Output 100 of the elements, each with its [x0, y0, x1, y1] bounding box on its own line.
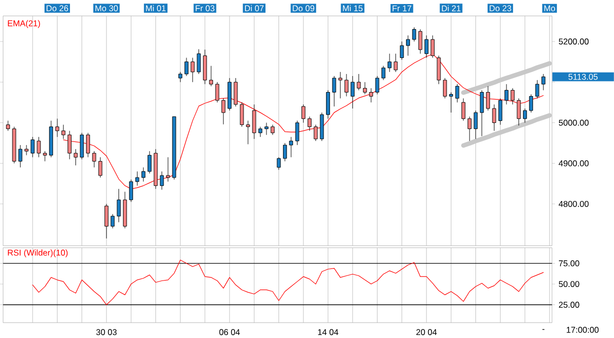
candlestick [295, 120, 300, 146]
y-tick-label: 5200.00 [558, 38, 589, 44]
candlestick [252, 104, 256, 140]
candlestick [468, 116, 472, 142]
x-tick-label: Do 09 [292, 5, 314, 12]
candlestick [234, 78, 238, 107]
candlestick [129, 179, 134, 202]
candlestick [166, 156, 170, 182]
candlestick [116, 188, 121, 222]
candlestick [394, 53, 398, 72]
candlestick [264, 122, 268, 135]
candlestick [61, 124, 66, 140]
x-tick-label: Fr 03 [196, 5, 214, 12]
candlestick [215, 82, 220, 102]
text: RSI (Wilder)(10) [8, 249, 68, 258]
candlestick [541, 74, 546, 90]
y-tick-label: 5000.00 [558, 120, 589, 126]
candlestick [246, 120, 250, 144]
x-tick-label: Mo [544, 5, 556, 12]
candlestick [424, 34, 428, 58]
candlestick [68, 130, 72, 160]
candlestick [350, 76, 355, 109]
candlestick [42, 150, 47, 162]
candlestick [221, 98, 226, 124]
x-tick-label: Di 21 [442, 4, 461, 12]
candlestick [381, 65, 386, 80]
candlestick [104, 203, 108, 238]
candlestick [406, 34, 410, 56]
candlestick [436, 55, 441, 84]
candlestick [492, 104, 496, 131]
candlestick [289, 136, 294, 158]
candlestick [516, 98, 521, 126]
y-tick-label: 4900.00 [558, 160, 589, 166]
y-tick-label: 75.00 [558, 260, 580, 266]
candlestick [308, 116, 312, 131]
candlestick [160, 170, 164, 190]
candlestick [356, 74, 361, 90]
candlestick [6, 120, 10, 131]
candlestick [110, 214, 115, 228]
candlestick [344, 74, 348, 96]
candlestick [282, 142, 287, 162]
candlestick [412, 26, 416, 42]
candlestick [474, 110, 478, 140]
candlestick [135, 170, 140, 186]
candlestick [24, 144, 28, 156]
candlestick [430, 34, 435, 58]
candlestick [258, 126, 262, 137]
candlestick [240, 102, 244, 127]
candlestick [55, 118, 60, 137]
x-tick-label: 30 03 [96, 328, 117, 335]
candlestick [301, 104, 306, 123]
candlestick [338, 72, 342, 98]
y-tick-label: 50.00 [558, 280, 580, 287]
candlestick [270, 124, 275, 135]
candlestick [98, 156, 102, 178]
candlestick [190, 57, 195, 82]
candlestick [504, 84, 508, 104]
candlestick [74, 148, 78, 166]
x-tick-label: Di 07 [245, 4, 264, 12]
candlestick [80, 132, 84, 160]
x-tick-label: 06 04 [219, 328, 240, 335]
text: EMA(21) [8, 20, 40, 28]
x-tick-label: Mo 30 [95, 5, 118, 12]
x-tick-label: Mi 01 [146, 4, 166, 12]
candlestick [529, 94, 534, 113]
candlestick [449, 92, 454, 113]
candlestick [92, 150, 96, 168]
candlestick [510, 88, 515, 104]
candlestick [86, 132, 90, 158]
candlestick [314, 124, 318, 142]
x-tick-label: - [542, 328, 544, 330]
candlestick [461, 98, 466, 121]
candlestick [486, 86, 490, 111]
candlestick [209, 65, 214, 86]
text: 5113.05 [568, 74, 598, 80]
candlestick [148, 150, 152, 174]
text: 17:00:00 [566, 326, 599, 333]
x-tick-label: 14 04 [318, 328, 338, 335]
candlestick [418, 28, 422, 54]
x-tick-label: 20 04 [416, 328, 437, 335]
candlestick [388, 53, 392, 72]
candlestick [480, 90, 484, 136]
candlestick [455, 84, 460, 102]
candlestick [400, 41, 404, 60]
x-tick-label: Do 26 [46, 5, 68, 12]
candlestick [535, 80, 540, 98]
candlestick [332, 76, 336, 107]
candlestick [196, 48, 201, 74]
candlestick [498, 98, 502, 125]
x-tick-label: Fr 17 [392, 5, 412, 12]
candlestick [141, 166, 146, 182]
candlestick [18, 144, 22, 168]
candlestick [184, 57, 188, 76]
candlestick [30, 136, 35, 158]
candlestick [362, 82, 367, 94]
candlestick [36, 136, 41, 158]
candlestick [178, 72, 182, 82]
candlestick [375, 76, 380, 94]
candlestick [369, 88, 374, 102]
y-tick-label: 4800.00 [558, 200, 589, 207]
